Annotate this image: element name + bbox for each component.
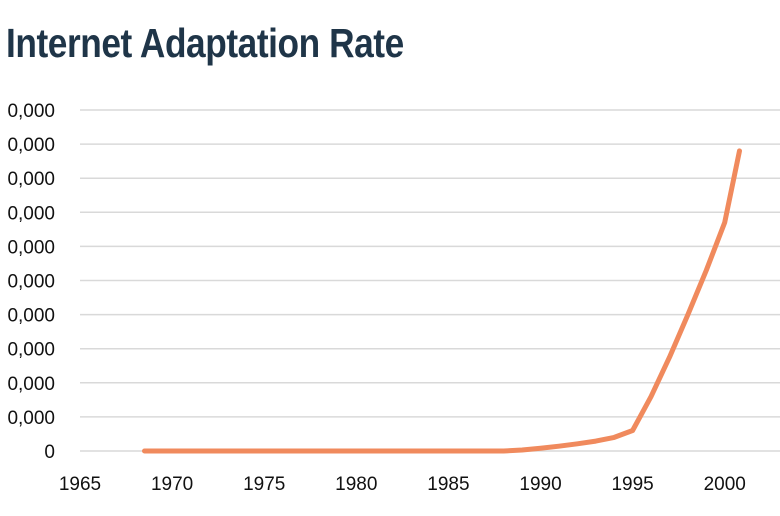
y-tick-label: 0,000 [7,101,55,122]
y-tick-label: 0,000 [7,203,55,224]
y-tick-label: 0,000 [7,169,55,190]
x-tick-label: 1980 [335,474,377,495]
x-tick-label: 1965 [59,474,101,495]
y-tick-label: 0,000 [7,408,55,429]
series-line [142,148,742,454]
chart-title: Internet Adaptation Rate [6,20,404,66]
x-tick-label: 1985 [427,474,469,495]
gridlines [80,109,780,452]
y-tick-label: 0 [44,442,55,463]
x-tick-label: 1995 [611,474,653,495]
y-tick-label: 0,000 [7,237,55,258]
x-tick-label: 1990 [519,474,561,495]
y-axis-tick-labels: 0 0,000 0,000 0,000 0,000 0,000 0,000 0,000 0,00… [7,101,55,463]
x-axis-tick-labels: 1965 1970 1975 1980 1985 1990 1995 2000 [59,474,746,495]
x-tick-label: 1975 [243,474,285,495]
y-tick-label: 0,000 [7,135,55,156]
x-tick-label: 2000 [704,474,746,495]
y-tick-label: 0,000 [7,272,55,293]
y-tick-label: 0,000 [7,306,55,327]
series-lines [142,148,742,454]
x-tick-label: 1970 [151,474,193,495]
y-tick-label: 0,000 [7,374,55,395]
y-tick-label: 0,000 [7,340,55,361]
